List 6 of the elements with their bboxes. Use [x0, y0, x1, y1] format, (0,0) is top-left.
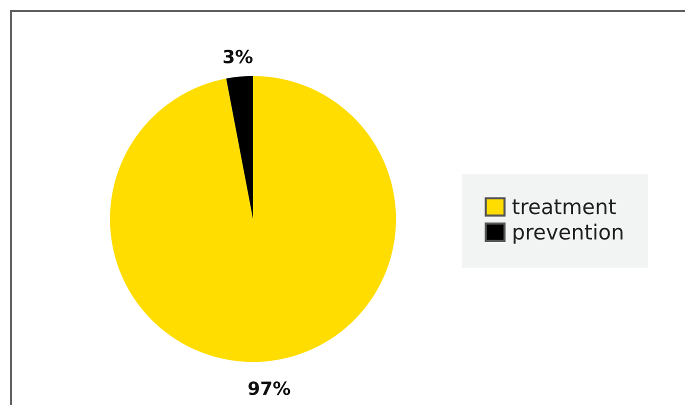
pie-slice	[110, 76, 396, 362]
legend-label: treatment	[512, 199, 616, 214]
legend-label: prevention	[514, 224, 622, 244]
data-label: 3%	[224, 50, 253, 64]
data-label: 97%	[248, 381, 290, 396]
pie-slice	[226, 76, 253, 219]
